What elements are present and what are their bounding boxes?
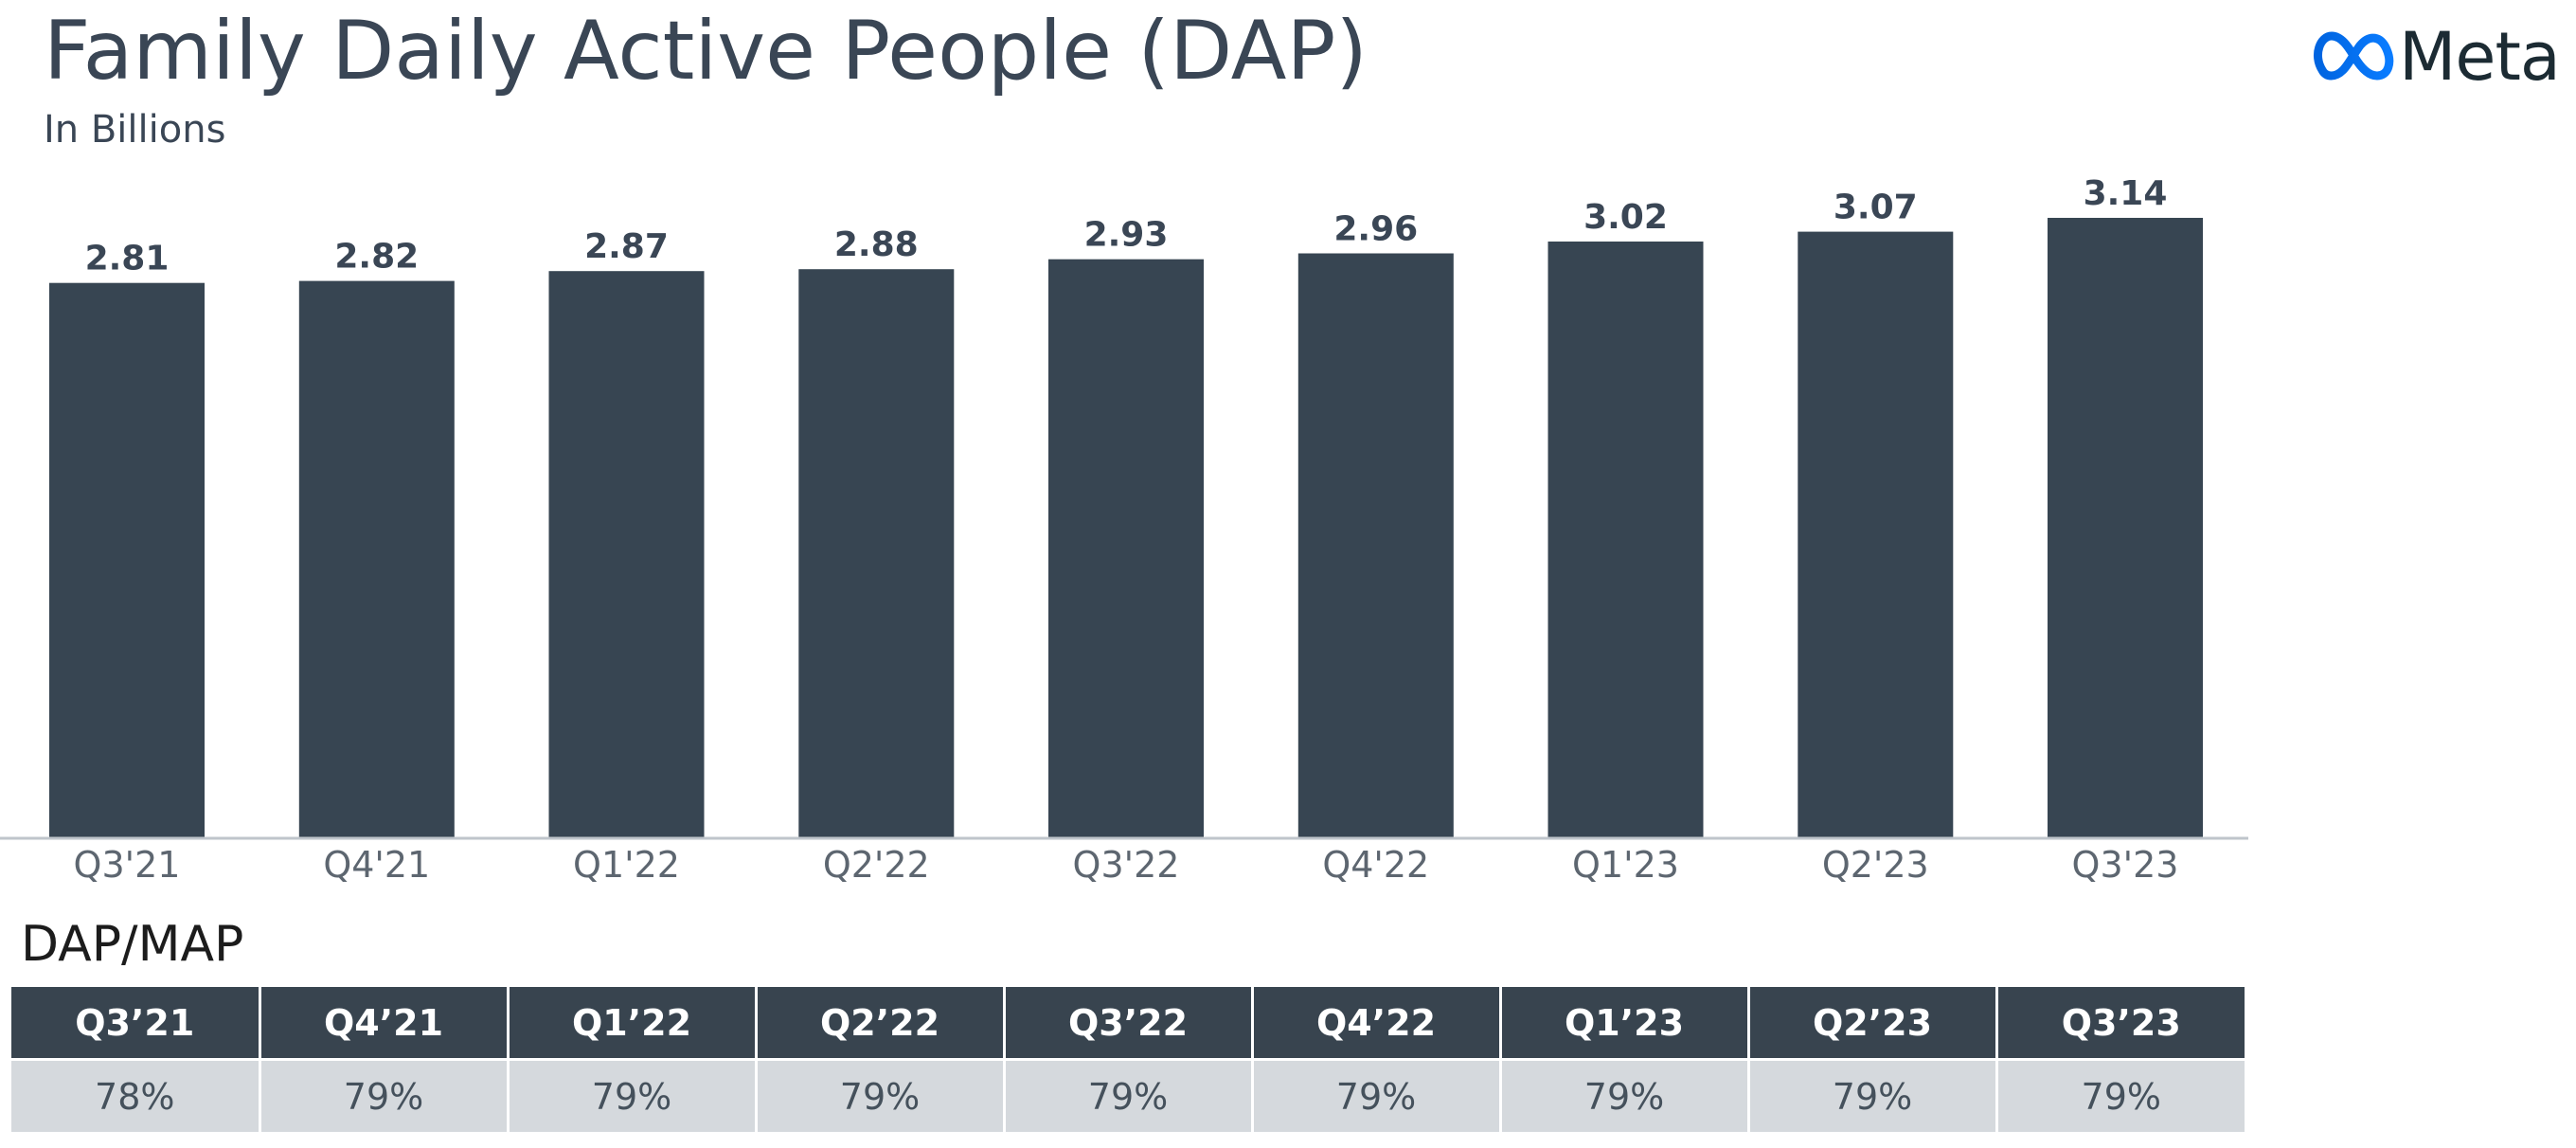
- dap-map-table: Q3’21 Q4’21 Q1’22 Q2’22 Q3’22 Q4’22 Q1’2…: [11, 987, 2245, 1132]
- chart-title: Family Daily Active People (DAP): [44, 4, 1368, 99]
- dap-map-quarter: Q2’23: [1748, 987, 1998, 1060]
- dap-map-value: 79%: [508, 1058, 758, 1132]
- dap-map-quarter: Q1’23: [1500, 987, 1750, 1060]
- meta-logo: Meta: [2311, 17, 2568, 96]
- dap-map-value: 79%: [1748, 1058, 1998, 1132]
- x-tick-label: Q3'21: [74, 844, 181, 886]
- bar: [798, 269, 955, 837]
- dap-map-value: 79%: [1004, 1058, 1254, 1132]
- bar-value-label: 3.02: [1583, 198, 1668, 237]
- bar-value-label: 2.96: [1333, 210, 1418, 249]
- x-tick-label: Q2'22: [823, 844, 930, 886]
- bar-value-label: 2.88: [834, 225, 919, 264]
- dap-map-label: DAP/MAP: [21, 916, 244, 973]
- bar-value-label: 3.07: [1834, 188, 1918, 227]
- dap-map-value-row: 78% 79% 79% 79% 79% 79% 79% 79% 79%: [11, 1058, 2245, 1132]
- dap-map-value: 78%: [11, 1058, 261, 1132]
- dap-map-value: 79%: [1996, 1058, 2245, 1132]
- dap-map-quarter: Q4’21: [259, 987, 510, 1060]
- bar: [2048, 218, 2203, 837]
- meta-infinity-icon: [2314, 31, 2394, 81]
- bar: [1297, 253, 1454, 837]
- dap-map-quarter: Q1’22: [508, 987, 758, 1060]
- dap-map-value: 79%: [259, 1058, 510, 1132]
- bar: [1547, 242, 1704, 837]
- dap-map-quarter: Q2’22: [756, 987, 1006, 1060]
- x-tick-label: Q2'23: [1822, 844, 1929, 886]
- bar: [49, 282, 205, 837]
- x-tick-label: Q3'22: [1073, 844, 1180, 886]
- dap-map-header-row: Q3’21 Q4’21 Q1’22 Q2’22 Q3’22 Q4’22 Q1’2…: [11, 987, 2245, 1060]
- x-tick-label: Q3'23: [2072, 844, 2179, 886]
- bar: [298, 280, 455, 838]
- dap-map-quarter: Q3’22: [1004, 987, 1254, 1060]
- bar-value-label: 2.82: [334, 238, 419, 277]
- bar-value-label: 2.93: [1084, 216, 1169, 255]
- bar: [1048, 259, 1204, 837]
- x-tick-label: Q1'23: [1572, 844, 1679, 886]
- x-tick-label: Q4'22: [1322, 844, 1429, 886]
- dap-map-value: 79%: [1500, 1058, 1750, 1132]
- dap-bar-chart: 2.81 Q3'21 2.82 Q4'21 2.87 Q1'22 2.88 Q2'22 2.93…: [0, 174, 2248, 886]
- dap-map-value: 79%: [756, 1058, 1006, 1132]
- bar: [548, 271, 705, 837]
- x-tick-label: Q1'22: [573, 844, 680, 886]
- bar: [1798, 231, 1954, 838]
- bar-value-label: 2.81: [85, 240, 170, 278]
- dap-map-quarter: Q4’22: [1252, 987, 1502, 1060]
- bar-value-label: 3.14: [2084, 174, 2168, 213]
- x-tick-label: Q4'21: [323, 844, 430, 886]
- dap-map-value: 79%: [1252, 1058, 1502, 1132]
- dap-map-quarter: Q3’23: [1996, 987, 2245, 1060]
- meta-logo-text: Meta: [2399, 18, 2561, 96]
- chart-subtitle: In Billions: [44, 108, 226, 152]
- dap-map-quarter: Q3’21: [11, 987, 261, 1060]
- bar-value-label: 2.87: [584, 227, 669, 266]
